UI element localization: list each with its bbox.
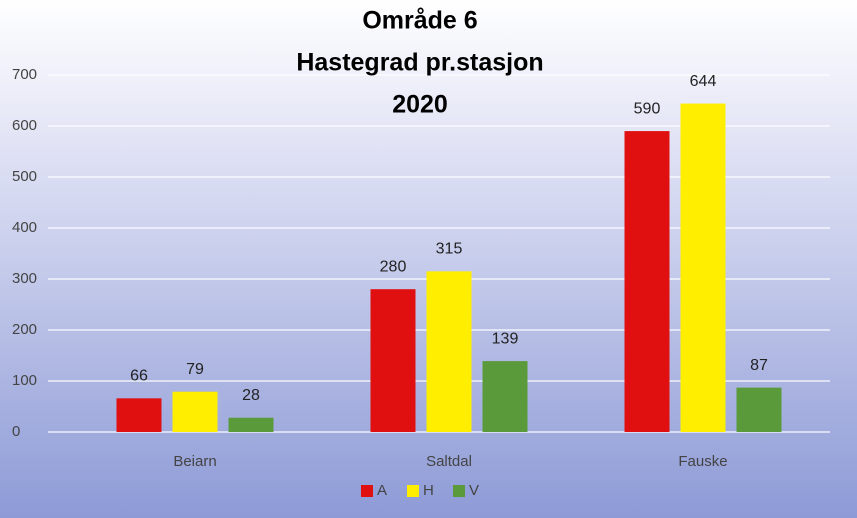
y-tick-label: 200	[12, 321, 37, 338]
y-tick-label: 400	[12, 219, 37, 236]
legend-swatch	[361, 485, 373, 497]
chart-title: 2020	[392, 91, 448, 119]
bar	[172, 391, 218, 432]
bar	[228, 417, 274, 432]
y-tick-label: 0	[12, 423, 20, 440]
bar	[736, 387, 782, 432]
x-tick-label: Saltdal	[426, 453, 472, 470]
data-label: 28	[242, 387, 260, 404]
x-tick-label: Fauske	[678, 453, 727, 470]
bar	[370, 289, 416, 432]
chart-title: Hastegrad pr.stasjon	[296, 49, 543, 77]
bar	[482, 361, 528, 432]
data-label: 79	[186, 361, 204, 378]
bar	[116, 398, 162, 432]
y-tick-label: 300	[12, 270, 37, 287]
data-label: 87	[750, 357, 768, 374]
bar	[680, 103, 726, 432]
legend-label: V	[469, 482, 479, 499]
data-label: 644	[690, 73, 717, 90]
bar	[426, 271, 472, 432]
legend-swatch	[453, 485, 465, 497]
y-tick-label: 100	[12, 372, 37, 389]
data-label: 139	[492, 330, 519, 347]
legend-swatch	[407, 485, 419, 497]
bar	[624, 131, 670, 432]
data-label: 66	[130, 368, 148, 385]
chart-title: Område 6	[362, 7, 477, 35]
x-tick-label: Beiarn	[173, 453, 216, 470]
legend-label: A	[377, 482, 387, 499]
data-label: 590	[634, 100, 661, 117]
data-label: 280	[380, 258, 407, 275]
data-label: 315	[436, 241, 463, 258]
legend-label: H	[423, 482, 434, 499]
y-tick-label: 600	[12, 117, 37, 134]
y-tick-label: 500	[12, 168, 37, 185]
y-tick-label: 700	[12, 66, 37, 83]
